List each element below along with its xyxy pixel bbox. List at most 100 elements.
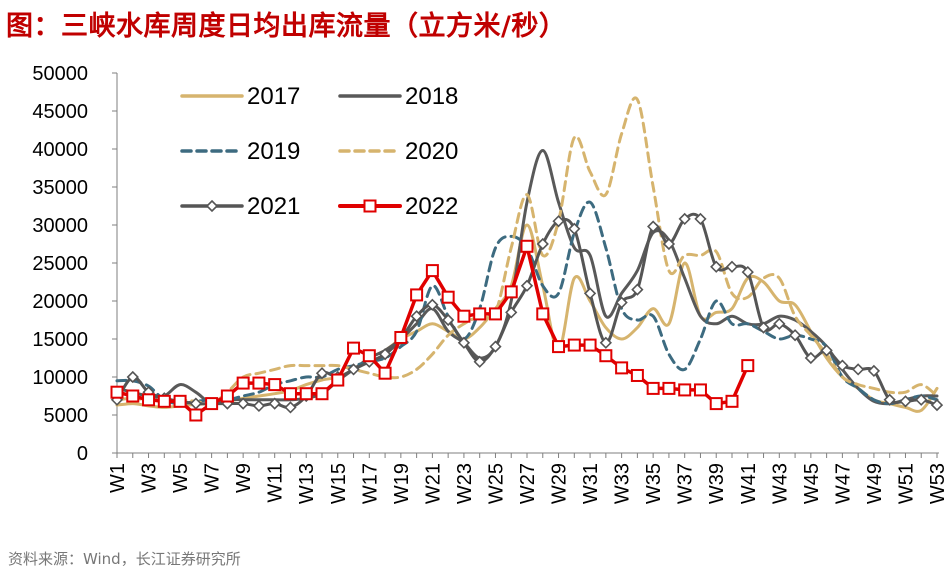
data-point-2021-W33: [615, 296, 628, 309]
data-point-2021-W46: [820, 344, 833, 357]
legend-label-2018: 2018: [405, 83, 458, 110]
data-point-2021-W36: [662, 237, 676, 251]
y-tick-label: 35000: [32, 177, 88, 199]
data-point-2021-W24: [473, 355, 486, 368]
series-2018: [115, 149, 939, 406]
data-point-2022-W11: [268, 378, 282, 392]
y-tick-label: 5000: [44, 405, 89, 427]
data-point-2022-W31: [583, 338, 597, 352]
x-tick-label: W11: [265, 463, 287, 503]
data-point-2022-W34: [630, 368, 644, 382]
data-point-2021-W31: [583, 287, 597, 300]
data-point-2021-W22: [442, 313, 455, 327]
data-point-2021-W53: [930, 398, 944, 412]
data-point-2022-W16: [347, 341, 361, 355]
data-point-2021-W21: [426, 298, 439, 311]
data-point-2022-W3: [142, 393, 156, 407]
data-point-2022-W20: [410, 288, 424, 302]
x-tick-label: W19: [391, 463, 413, 504]
legend-label-2020: 2020: [405, 138, 458, 165]
data-point-2022-W27: [520, 239, 534, 253]
x-tick-label: W29: [549, 463, 571, 504]
data-point-2021-W29: [552, 215, 565, 228]
data-point-2021-W20: [410, 310, 423, 323]
legend-item-2020: 2020: [338, 138, 458, 165]
data-point-2022-W9: [236, 376, 250, 390]
x-tick-label: W51: [895, 463, 917, 504]
legend-label-2019: 2019: [247, 138, 300, 165]
series-2022: [110, 239, 755, 422]
x-tick-label: W1: [107, 463, 129, 493]
data-point-2022-W2: [126, 389, 140, 403]
series-line-2019: [115, 200, 939, 406]
legend-item-2019: 2019: [180, 138, 300, 165]
data-point-2022-W8: [220, 389, 234, 403]
data-point-2021-W27: [520, 279, 534, 292]
data-point-2021-W26: [505, 306, 518, 319]
x-tick-label: W17: [359, 463, 381, 504]
data-point-2022-W1: [110, 385, 124, 399]
x-tick-label: W9: [233, 463, 255, 493]
y-tick-label: 30000: [32, 215, 88, 237]
data-point-2022-W28: [536, 307, 550, 321]
x-tick-label: W41: [738, 463, 760, 504]
y-tick-label: 15000: [32, 329, 88, 351]
legend-label-2021: 2021: [247, 193, 300, 220]
x-tick-label: W5: [170, 463, 192, 493]
legend-item-2017: 2017: [180, 83, 300, 110]
data-point-2021-W44: [788, 329, 802, 342]
x-tick-label: W37: [675, 463, 697, 504]
data-point-2022-W18: [378, 366, 392, 380]
data-point-2022-W4: [157, 394, 171, 408]
data-point-2022-W36: [662, 381, 676, 395]
series-layer: [110, 96, 944, 422]
legend-marker-2022: [363, 199, 377, 213]
x-tick-label: W39: [706, 463, 728, 504]
data-point-2021-W48: [852, 363, 865, 376]
chart-title: 图：三峡水库周度日均出库流量（立方米/秒）: [6, 11, 567, 42]
data-point-2022-W39: [709, 397, 723, 411]
data-point-2021-W43: [773, 317, 786, 330]
legend-label-2022: 2022: [405, 193, 458, 220]
data-point-2022-W6: [189, 408, 203, 422]
x-tick-label: W45: [801, 463, 823, 504]
data-point-2021-W34: [631, 283, 644, 296]
y-tick-label: 25000: [32, 253, 88, 275]
x-tick-label: W15: [328, 463, 350, 504]
data-point-2022-W38: [693, 383, 707, 397]
data-point-2022-W30: [567, 338, 581, 352]
data-point-2021-W39: [710, 260, 723, 273]
x-tick-label: W31: [580, 463, 602, 504]
series-2017: [115, 223, 939, 413]
x-tick-label: W3: [139, 463, 161, 493]
x-tick-label: W53: [927, 463, 949, 504]
y-tick-label: 0: [77, 443, 88, 465]
series-line-2018: [115, 149, 939, 406]
data-point-2022-W26: [504, 285, 518, 299]
data-point-2022-W25: [488, 307, 502, 321]
x-tick-label: W7: [202, 463, 224, 493]
legend-marker-2021: [205, 199, 219, 213]
data-point-2021-W37: [678, 212, 691, 226]
data-point-2021-W38: [694, 212, 707, 226]
series-2020: [115, 96, 939, 406]
x-tick-label: W23: [454, 463, 476, 504]
data-point-2022-W37: [678, 383, 692, 397]
data-point-2022-W35: [646, 381, 660, 395]
chart-axes: 0 5000 10000 15000 20000 25000 30000 35000 40000…: [32, 63, 949, 504]
data-point-2022-W41: [741, 359, 755, 373]
data-point-2022-W19: [394, 330, 408, 344]
data-point-2021-W47: [836, 359, 849, 372]
x-tick-label: W43: [769, 463, 791, 504]
data-point-2022-W13: [299, 387, 313, 401]
data-point-2021-W40: [725, 260, 739, 273]
data-point-2022-W5: [173, 394, 187, 408]
y-tick-label: 10000: [32, 367, 88, 389]
y-tick-label: 45000: [32, 101, 88, 123]
x-tick-label: W35: [643, 463, 665, 504]
data-point-2021-W11: [268, 397, 281, 410]
series-line-2020: [115, 96, 939, 406]
data-point-2022-W22: [441, 290, 455, 304]
data-point-2022-W14: [315, 387, 329, 401]
y-tick-label: 50000: [32, 63, 88, 85]
